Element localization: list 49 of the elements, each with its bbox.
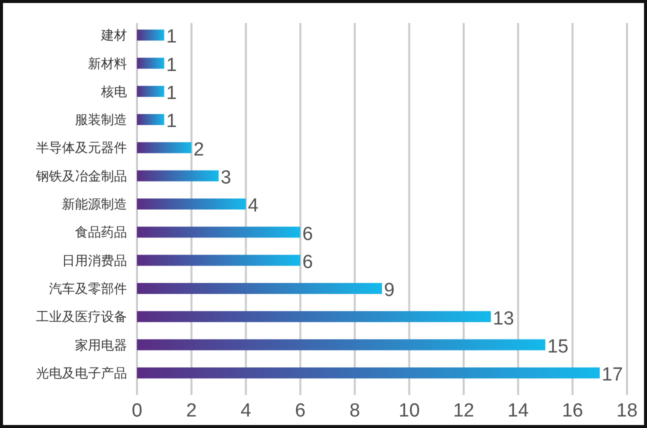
data-label: 1 <box>166 54 177 76</box>
data-label: 3 <box>220 167 232 188</box>
data-label: 6 <box>302 224 313 245</box>
x-tick-label: 14 <box>508 400 530 422</box>
y-tick-label: 汽车及零部件 <box>49 281 127 296</box>
y-tick-label: 工业及医疗设备 <box>36 309 127 324</box>
y-tick-label: 新材料 <box>88 56 127 71</box>
data-label: 1 <box>166 111 177 132</box>
bar <box>137 226 300 238</box>
y-tick-label: 核电 <box>100 84 127 99</box>
bar <box>137 282 382 294</box>
bar <box>137 311 491 322</box>
bar <box>137 254 300 266</box>
bar <box>137 367 600 378</box>
x-tick-label: 6 <box>295 400 306 422</box>
y-tick-label: 家用电器 <box>75 337 127 352</box>
bar <box>137 114 164 126</box>
y-tick-label: 日用消费品 <box>62 252 127 268</box>
x-tick-label: 16 <box>562 400 584 422</box>
bar <box>137 170 219 182</box>
x-tick-label: 4 <box>240 400 252 422</box>
data-label: 6 <box>302 252 313 273</box>
data-label: 1 <box>166 83 177 104</box>
y-tick-label: 钢铁及冶金制品 <box>35 168 127 184</box>
bar <box>137 142 192 154</box>
x-tick-label: 8 <box>349 400 360 422</box>
bar <box>137 30 164 41</box>
y-tick-label: 建材 <box>100 28 127 43</box>
y-tick-label: 食品药品 <box>75 224 127 240</box>
x-tick-label: 18 <box>616 400 638 422</box>
data-label: 1 <box>166 26 177 48</box>
y-tick-label: 服装制造 <box>75 112 127 128</box>
data-label: 15 <box>547 336 568 358</box>
data-label: 17 <box>602 364 623 386</box>
y-tick-label: 新能源制造 <box>62 196 127 212</box>
x-tick-label: 0 <box>132 400 142 422</box>
y-tick-label: 光电及电子产品 <box>36 365 127 380</box>
data-label: 2 <box>193 139 204 160</box>
bar <box>137 86 164 97</box>
y-tick-label: 半导体及元器件 <box>36 140 127 156</box>
x-tick-label: 10 <box>398 400 420 422</box>
x-tick-label: 2 <box>186 400 197 422</box>
data-label: 9 <box>384 280 395 302</box>
data-label: 4 <box>248 196 259 217</box>
x-tick-label: 12 <box>453 400 474 422</box>
bar <box>137 58 164 69</box>
data-label: 13 <box>492 308 514 330</box>
bar <box>137 198 246 210</box>
bar <box>137 339 546 350</box>
